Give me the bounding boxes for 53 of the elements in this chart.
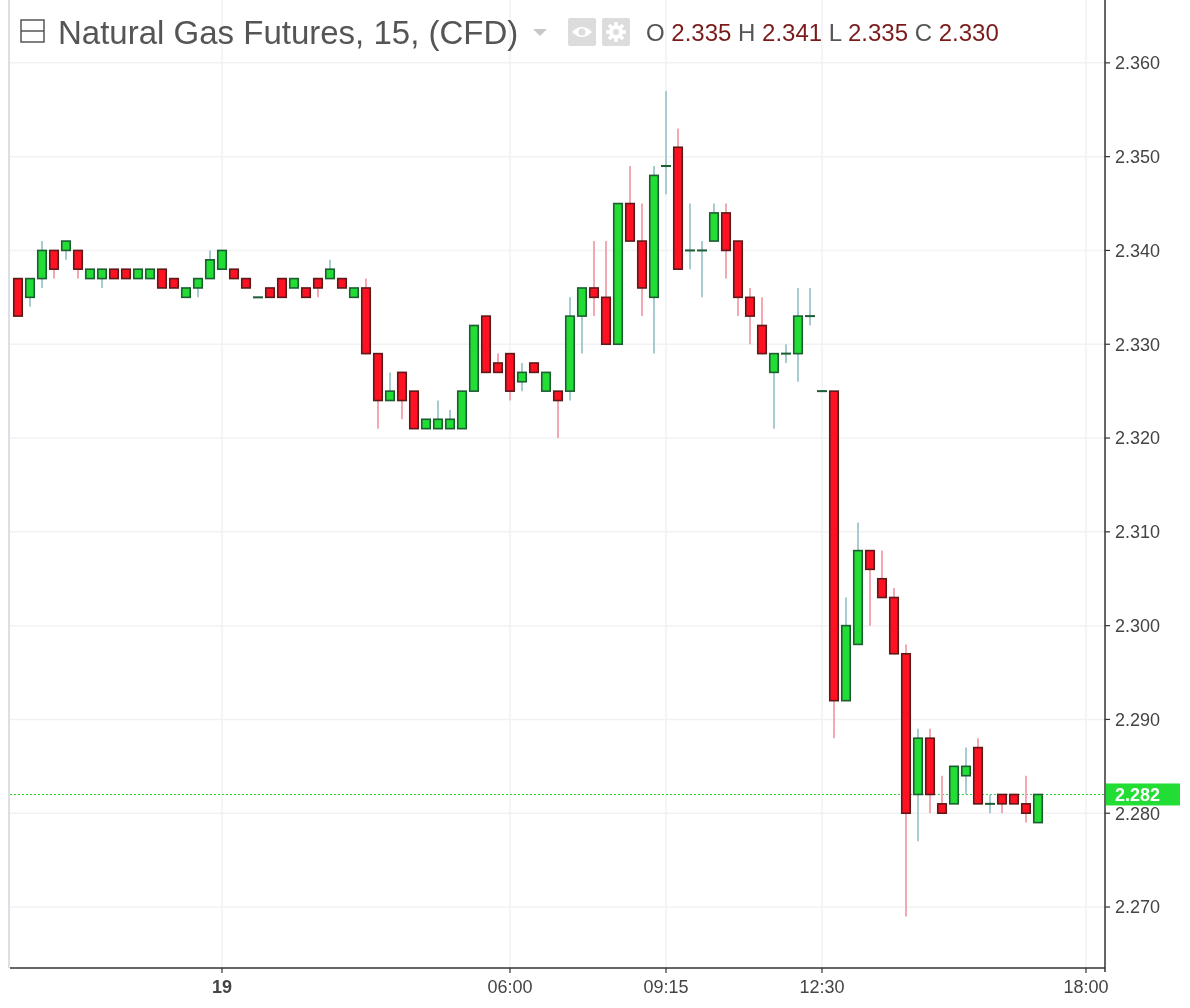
candlestick [253, 296, 263, 299]
candlestick [312, 277, 324, 299]
candlestick [204, 249, 216, 280]
y-tick-label: 2.300 [1115, 615, 1161, 636]
candlestick [588, 240, 600, 318]
candlestick [492, 352, 504, 374]
x-tick-label: 06:00 [487, 977, 533, 997]
y-tick-label: 2.320 [1115, 428, 1161, 449]
candlestick [384, 371, 396, 402]
candlestick [216, 249, 228, 270]
y-tick-label: 2.360 [1115, 53, 1161, 74]
candlestick [768, 352, 780, 430]
candlestick [24, 277, 36, 308]
y-tick-label: 2.290 [1115, 709, 1161, 730]
candlestick [876, 549, 888, 599]
candlestick [432, 399, 444, 430]
annotation: O 2.335 H 2.341 L 2.335 C 2.330 [646, 19, 999, 46]
candlestick [60, 240, 72, 261]
x-tick-label: 12:30 [799, 977, 845, 997]
ref-line-label: 2.282 [1115, 784, 1161, 805]
candlestick [781, 343, 791, 364]
candlestick [48, 249, 60, 280]
candlestick [324, 258, 336, 280]
y-tick-label: 2.280 [1115, 803, 1161, 824]
candlestick [156, 268, 168, 289]
candlestick [96, 268, 108, 289]
x-tick-label: 09:15 [643, 977, 689, 997]
candlestick [1020, 774, 1032, 824]
candlestick [444, 408, 456, 430]
y-tick-label: 2.330 [1115, 334, 1161, 355]
candlestick [685, 202, 695, 271]
candlestick [276, 277, 288, 299]
y-tick-label: 2.340 [1115, 240, 1161, 261]
candlestick [864, 549, 876, 627]
chart-title: Natural Gas Futures, 15, (CFD) [58, 14, 519, 51]
candlestick [661, 89, 671, 196]
candlestick [805, 286, 815, 327]
candlestick [72, 249, 84, 280]
y-tick-label: 2.350 [1115, 146, 1161, 167]
x-tick-label: 18:00 [1063, 977, 1109, 997]
candlestick [697, 240, 707, 299]
y-tick-label: 2.310 [1115, 522, 1161, 543]
candlestick [936, 774, 948, 815]
candlestick [744, 286, 756, 346]
candlestick [516, 362, 528, 393]
y-tick-label: 2.270 [1115, 897, 1161, 918]
candlestick [817, 390, 827, 393]
candlestick [540, 371, 552, 392]
x-tick-label: 19 [211, 977, 233, 997]
candlestick [996, 793, 1008, 815]
candlestick [552, 390, 564, 440]
candlestick [985, 793, 995, 815]
candlestick [192, 277, 204, 299]
